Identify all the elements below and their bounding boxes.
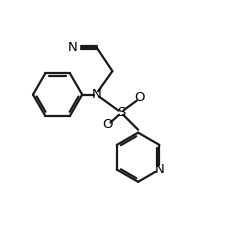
- Text: S: S: [117, 106, 126, 119]
- Text: O: O: [134, 92, 145, 104]
- Text: N: N: [155, 163, 164, 176]
- Text: N: N: [92, 88, 102, 101]
- Text: O: O: [102, 118, 113, 131]
- Text: N: N: [68, 41, 77, 54]
